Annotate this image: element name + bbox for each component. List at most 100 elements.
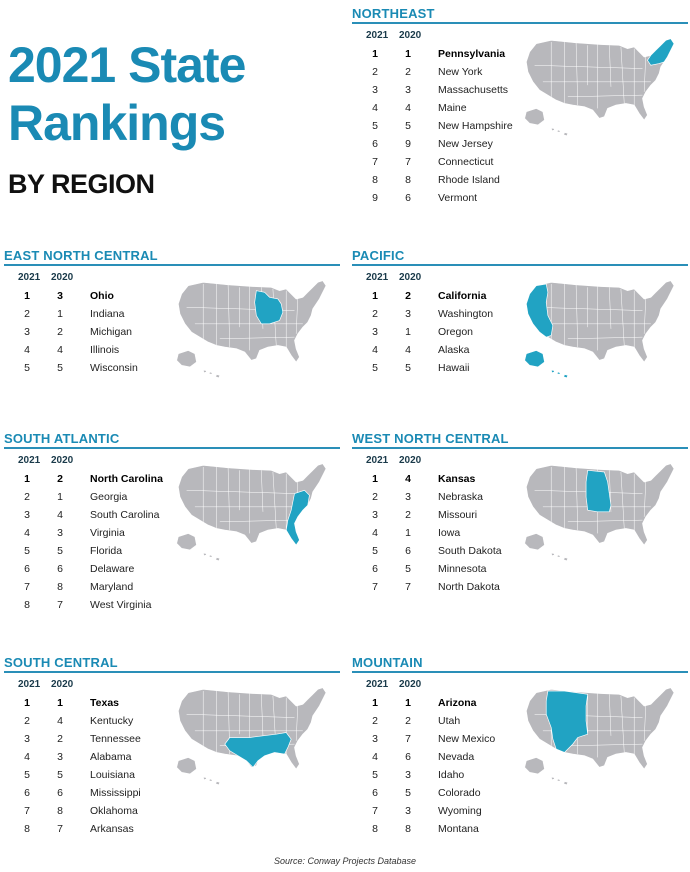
rank-2021: 3 — [24, 733, 30, 745]
rank-2021: 4 — [372, 102, 378, 114]
rank-2021: 2 — [24, 491, 30, 503]
ranking-row: 7 3 Wyoming — [352, 805, 542, 823]
ranking-row: 2 3 Washington — [352, 308, 542, 326]
ranking-row: 7 8 Oklahoma — [4, 805, 194, 823]
state-name: Oregon — [438, 326, 474, 338]
rank-2020: 5 — [405, 120, 411, 132]
ranking-row: 4 3 Alabama — [4, 751, 194, 769]
ranking-row: 4 6 Nevada — [352, 751, 542, 769]
state-name: Florida — [90, 545, 123, 557]
rank-2021: 2 — [372, 491, 378, 503]
rank-2021: 3 — [24, 326, 30, 338]
ranking-row: 2 2 New York — [352, 66, 542, 84]
rank-2021: 5 — [372, 120, 378, 132]
region-divider — [352, 671, 688, 673]
region-divider — [4, 447, 340, 449]
rank-2020: 3 — [57, 751, 63, 763]
rank-2021: 1 — [372, 48, 378, 60]
state-name: Colorado — [438, 787, 481, 799]
rank-2020: 5 — [57, 769, 63, 781]
rank-2020: 1 — [57, 697, 63, 709]
rank-2021: 3 — [372, 326, 378, 338]
rank-2020: 4 — [57, 715, 63, 727]
ranking-list: 1 2 North Carolina 2 1 Georgia 3 4 South Carolin… — [4, 473, 194, 617]
rank-2020: 9 — [405, 138, 411, 150]
state-name: Tennessee — [90, 733, 141, 745]
rank-2021: 7 — [24, 805, 30, 817]
ranking-row: 6 6 Mississippi — [4, 787, 194, 805]
rank-2020: 1 — [405, 697, 411, 709]
rank-2020: 6 — [57, 787, 63, 799]
region-divider — [352, 22, 688, 24]
us-map-icon — [524, 280, 675, 379]
region-heading: MOUNTAIN — [352, 655, 423, 670]
rank-2021: 7 — [372, 581, 378, 593]
rank-2021: 2 — [24, 308, 30, 320]
rank-2020: 1 — [405, 326, 411, 338]
rank-2021: 4 — [372, 751, 378, 763]
state-name: Arizona — [438, 697, 477, 709]
ranking-row: 2 1 Indiana — [4, 308, 194, 326]
state-name: Arkansas — [90, 823, 134, 835]
hawaii-shape — [550, 127, 569, 137]
rank-2020: 1 — [405, 527, 411, 539]
page-title-line2: Rankings — [8, 95, 226, 151]
region-south-atlantic: SOUTH ATLANTIC 2021 2020 1 2 North Carolina 2 1… — [4, 431, 340, 631]
rank-2020: 2 — [405, 66, 411, 78]
rank-2021: 2 — [372, 66, 378, 78]
state-name: North Carolina — [90, 473, 163, 485]
rank-2020: 5 — [405, 787, 411, 799]
rank-2021: 5 — [24, 362, 30, 374]
hawaii-shape — [202, 369, 221, 379]
ranking-row: 2 2 Utah — [352, 715, 542, 733]
mountain-highlight-icon — [545, 690, 589, 753]
state-name: Texas — [90, 697, 119, 709]
rank-2021: 4 — [24, 527, 30, 539]
ranking-row: 8 7 West Virginia — [4, 599, 194, 617]
state-name: Massachusetts — [438, 84, 509, 96]
ranking-row: 5 5 Louisiana — [4, 769, 194, 787]
ranking-row: 9 6 Vermont — [352, 192, 542, 210]
rank-2020: 3 — [57, 527, 63, 539]
state-name: Hawaii — [438, 362, 470, 374]
state-name: Pennsylvania — [438, 48, 506, 60]
rank-2020: 6 — [405, 192, 411, 204]
rank-2020: 5 — [405, 362, 411, 374]
column-header-2020: 2020 — [51, 272, 74, 283]
ranking-row: 1 1 Pennsylvania — [352, 48, 542, 66]
rank-2020: 4 — [57, 344, 63, 356]
rank-2021: 3 — [372, 509, 378, 521]
contiguous-us-shape — [525, 38, 675, 121]
rank-2020: 5 — [405, 563, 411, 575]
rank-2021: 5 — [372, 362, 378, 374]
ranking-row: 7 8 Maryland — [4, 581, 194, 599]
ranking-row: 7 7 North Dakota — [352, 581, 542, 599]
ranking-row: 5 6 South Dakota — [352, 545, 542, 563]
state-name: California — [438, 290, 487, 302]
rank-2021: 1 — [372, 473, 378, 485]
ranking-row: 3 1 Oregon — [352, 326, 542, 344]
state-name: Kentucky — [90, 715, 134, 727]
rank-2020: 8 — [57, 805, 63, 817]
ranking-row: 5 5 Wisconsin — [4, 362, 194, 380]
state-name: Maine — [438, 102, 467, 114]
rank-2021: 1 — [24, 697, 30, 709]
rank-2020: 4 — [405, 102, 411, 114]
rank-2020: 3 — [57, 290, 63, 302]
ranking-row: 6 9 New Jersey — [352, 138, 542, 156]
state-name: Connecticut — [438, 156, 494, 168]
state-name: North Dakota — [438, 581, 500, 593]
column-header-2021: 2021 — [366, 455, 389, 466]
column-header-2020: 2020 — [51, 679, 74, 690]
ranking-list: 1 4 Kansas 2 3 Nebraska 3 2 Missouri 4 1 Iowa 5 6 Sout… — [352, 473, 542, 599]
ranking-row: 1 3 Ohio — [4, 290, 194, 308]
region-east-north-central: EAST NORTH CENTRAL 2021 2020 1 3 Ohio 2 1 Indian… — [4, 248, 340, 448]
alaska-shape — [176, 533, 197, 551]
ranking-row: 7 7 Connecticut — [352, 156, 542, 174]
state-name: Vermont — [438, 192, 478, 204]
rank-2021: 4 — [24, 751, 30, 763]
rank-2020: 6 — [57, 563, 63, 575]
region-south-central: SOUTH CENTRAL 2021 2020 1 1 Texas 2 4 Kentucky 3 2… — [4, 655, 340, 855]
rank-2020: 1 — [405, 48, 411, 60]
state-name: Iowa — [438, 527, 461, 539]
